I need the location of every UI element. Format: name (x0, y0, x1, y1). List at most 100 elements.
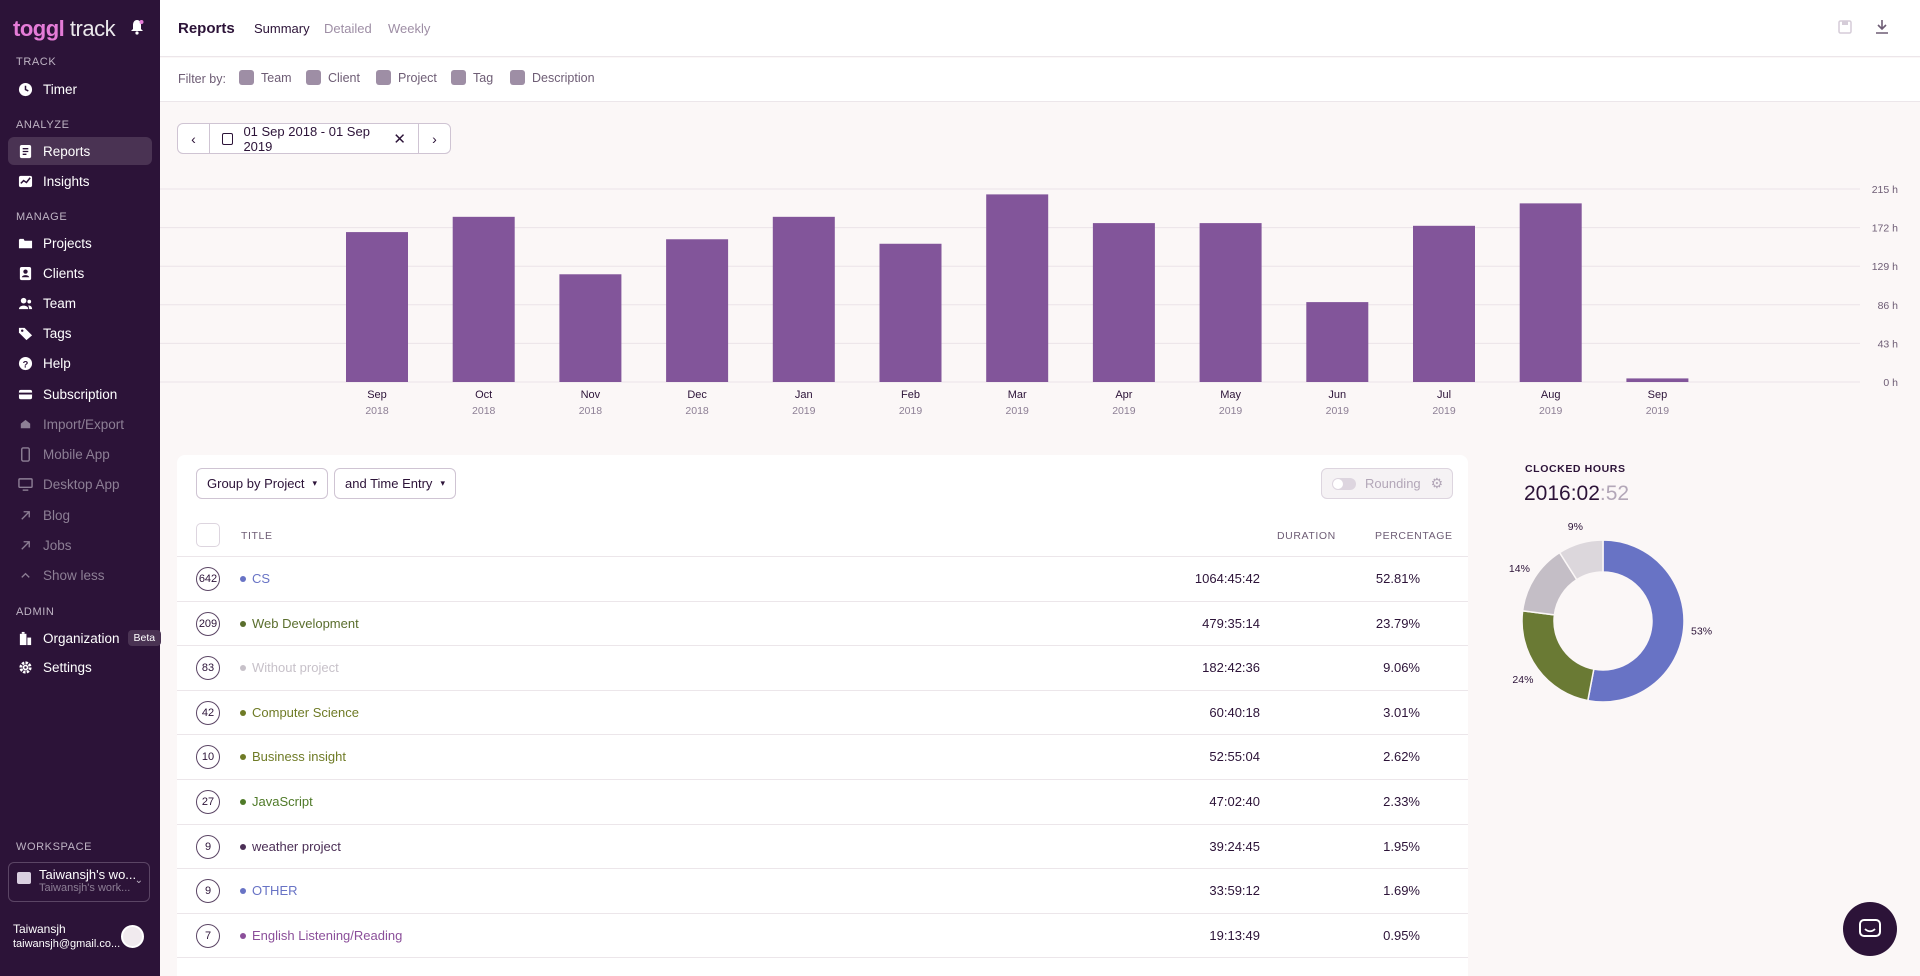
table-row[interactable]: 42 Computer Science 60:40:18 3.01% (177, 691, 1468, 735)
chart-bar[interactable] (559, 274, 622, 382)
entry-count-badge[interactable]: 83 (196, 656, 220, 681)
date-range-field[interactable]: 01 Sep 2018 - 01 Sep 2019 ✕ (209, 124, 419, 154)
percentage-value: 23.79% (1375, 615, 1420, 631)
table-row[interactable]: 642 CS 1064:45:42 52.81% (177, 557, 1468, 601)
next-period-button[interactable]: › (432, 130, 437, 147)
filter-team[interactable]: Team (239, 70, 292, 85)
prev-period-button[interactable]: ‹ (191, 130, 196, 147)
save-icon[interactable] (1836, 18, 1854, 36)
chart-bar[interactable] (346, 232, 408, 382)
project-title[interactable]: JavaScript (252, 794, 313, 809)
column-title-header[interactable]: TITLE (241, 530, 273, 542)
sidebar-item-help[interactable]: ? Help (8, 349, 152, 377)
table-row[interactable]: 27 JavaScript 47:02:40 2.33% (177, 780, 1468, 824)
sidebar-item-jobs[interactable]: Jobs (8, 531, 152, 559)
filter-tag[interactable]: Tag (451, 70, 493, 85)
chart-bar[interactable] (772, 216, 835, 382)
sidebar-item-clients[interactable]: Clients (8, 259, 152, 287)
table-row[interactable]: 9 OTHER 33:59:12 1.69% (177, 869, 1468, 913)
bell-icon[interactable] (130, 19, 144, 35)
entry-count-badge[interactable]: 42 (196, 700, 220, 725)
sidebar-item-show-less[interactable]: Show less (8, 561, 152, 589)
entry-count-badge[interactable]: 7 (196, 923, 220, 948)
chart-bar[interactable] (1199, 223, 1262, 382)
percentage-value: 9.06% (1383, 660, 1420, 676)
project-title[interactable]: Without project (252, 660, 339, 676)
chart-bar[interactable] (1413, 225, 1475, 382)
sidebar-item-timer[interactable]: Timer (8, 75, 152, 103)
entry-count-badge[interactable]: 9 (196, 834, 220, 859)
user-profile[interactable]: Taiwansjh taiwansjh@gmail.co... (13, 922, 120, 950)
sidebar-item-import-export[interactable]: Import/Export (8, 410, 152, 438)
table-row[interactable]: 9 weather project 39:24:45 1.95% (177, 825, 1468, 869)
sidebar-item-settings[interactable]: Settings (8, 653, 152, 681)
project-title[interactable]: CS (252, 571, 271, 586)
toggle-switch[interactable] (1332, 477, 1356, 490)
sidebar-item-subscription[interactable]: Subscription (8, 380, 152, 408)
group-by-label: Group by Project (207, 476, 305, 491)
row-divider (177, 645, 1468, 647)
sidebar-item-team[interactable]: Team (8, 289, 152, 317)
donut-slice[interactable] (1558, 539, 1604, 581)
column-duration-header[interactable]: DURATION (1277, 530, 1336, 542)
project-title[interactable]: Web Development (252, 615, 359, 631)
avatar[interactable] (121, 925, 144, 948)
sub-group-dropdown[interactable]: and Time Entry ▾ (334, 468, 456, 499)
sidebar-item-mobile-app[interactable]: Mobile App (8, 440, 152, 468)
sidebar-item-tags[interactable]: Tags (8, 319, 152, 347)
entry-count-badge[interactable]: 209 (196, 611, 220, 636)
entry-count-badge[interactable]: 27 (196, 790, 220, 814)
sidebar-item-reports[interactable]: Reports (8, 137, 152, 165)
chart-bar[interactable] (986, 194, 1049, 382)
filter-project[interactable]: Project (376, 70, 437, 85)
select-all-checkbox[interactable] (196, 523, 220, 547)
donut-slice[interactable] (1586, 539, 1685, 703)
group-by-dropdown[interactable]: Group by Project ▾ (196, 468, 329, 499)
project-title[interactable]: English Listening/Reading (252, 927, 403, 943)
chart-bar[interactable] (1092, 223, 1155, 382)
donut-slice-label: 24% (1512, 674, 1533, 686)
chart-bar[interactable] (452, 216, 515, 382)
sidebar-item-projects[interactable]: Projects (8, 229, 152, 257)
chart-bar[interactable] (1626, 378, 1689, 382)
workspace-switcher[interactable]: Taiwansjh's wo... Taiwansjh's work... ⌄ (8, 862, 150, 902)
project-title[interactable]: OTHER (252, 883, 298, 899)
table-row[interactable]: 10 Business insight 52:55:04 2.62% (177, 735, 1468, 779)
download-icon[interactable] (1873, 18, 1891, 36)
tab-detailed[interactable]: Detailed (324, 21, 372, 36)
tab-weekly[interactable]: Weekly (388, 21, 431, 36)
project-color-dot (240, 576, 246, 582)
filter-client[interactable]: Client (306, 70, 360, 85)
chat-support-button[interactable] (1843, 902, 1897, 956)
table-row[interactable]: 83 Without project 182:42:36 9.06% (177, 646, 1468, 690)
x-tick-year: 2018 (685, 405, 709, 417)
filter-description[interactable]: Description (510, 70, 595, 85)
project-title[interactable]: Business insight (252, 749, 346, 765)
toggl-logo[interactable]: toggl track (13, 16, 116, 41)
table-row[interactable]: 7 English Listening/Reading 19:13:49 0.95% (177, 914, 1468, 958)
chart-bar[interactable] (879, 243, 942, 382)
entry-count-badge[interactable]: 642 (196, 567, 220, 591)
project-title[interactable]: weather project (252, 838, 341, 854)
y-tick-label: 86 h (1878, 300, 1899, 312)
chart-bar[interactable] (666, 239, 729, 382)
filter-tag-label: Tag (473, 70, 494, 85)
rounding-toggle[interactable]: Rounding ⚙ (1321, 468, 1453, 499)
sidebar-item-insights[interactable]: Insights (8, 167, 152, 195)
chart-bar[interactable] (1519, 203, 1582, 382)
project-title[interactable]: Computer Science (252, 704, 359, 720)
gear-icon[interactable]: ⚙ (1430, 475, 1444, 491)
tab-summary[interactable]: Summary (254, 21, 310, 36)
sidebar-item-blog[interactable]: Blog (8, 501, 152, 529)
sidebar-item-desktop-app[interactable]: Desktop App (8, 470, 152, 498)
duration-value: 1064:45:42 (1194, 571, 1260, 586)
donut-slice[interactable] (1521, 610, 1595, 702)
close-icon[interactable]: ✕ (393, 130, 406, 148)
y-tick-label: 129 h (1872, 261, 1898, 273)
column-percentage-header[interactable]: PERCENTAGE (1375, 530, 1453, 542)
table-row[interactable]: 209 Web Development 479:35:14 23.79% (177, 602, 1468, 646)
sidebar-item-organization[interactable]: Organization Beta (8, 624, 162, 652)
entry-count-badge[interactable]: 9 (196, 879, 220, 904)
entry-count-badge[interactable]: 10 (196, 745, 220, 770)
chart-bar[interactable] (1306, 302, 1369, 382)
